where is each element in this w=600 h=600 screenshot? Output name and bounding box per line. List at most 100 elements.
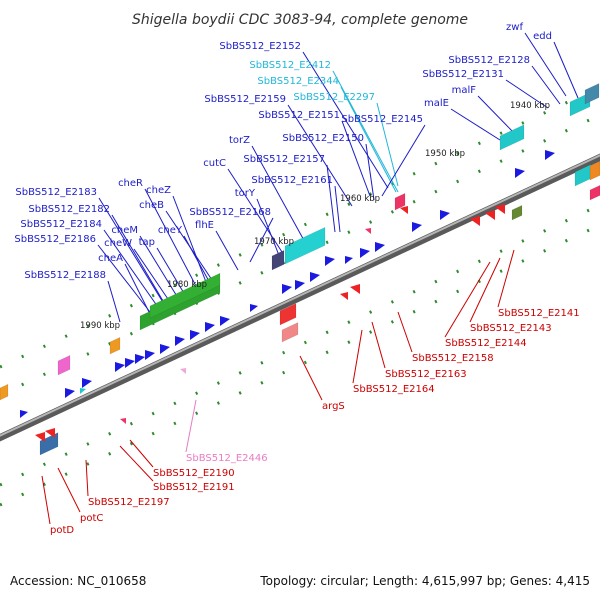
gene-arrow (365, 228, 371, 234)
leader-line (333, 71, 398, 192)
forward-gene-label: torY (235, 188, 256, 199)
gene-labels: eddzwfSbBS512_E2128SbBS512_E2131malFmalE… (14, 22, 579, 536)
forward-gene-label: SbBS512_E2159 (204, 94, 286, 105)
gene-arrow (340, 292, 348, 300)
gene-feature (282, 323, 298, 342)
scale-label: 1960 kbp (340, 194, 380, 204)
gene-feature (585, 83, 599, 104)
scale-label: 1980 kbp (167, 280, 207, 290)
map-title: Shigella boydii CDC 3083-94, complete ge… (132, 12, 468, 28)
gene-arrow (120, 418, 126, 424)
leader-line (186, 400, 196, 452)
leader-line (470, 258, 500, 322)
gene-arrow (80, 388, 86, 394)
gene-feature (500, 125, 524, 150)
leader-line (130, 440, 153, 467)
gene-arrow (82, 378, 92, 388)
leader-line (554, 42, 578, 98)
forward-gene-label: SbBS512_E2161 (251, 175, 333, 186)
leader-line (42, 476, 50, 524)
forward-gene-label: cheR (118, 178, 143, 189)
forward-gene-label: SbBS512_E2151 (258, 110, 340, 121)
gene-arrow (350, 284, 360, 294)
gene-feature (272, 250, 284, 270)
gene-arrow (345, 256, 353, 264)
forward-gene-label: SbBS512_E2150 (282, 133, 364, 144)
genome-map-canvas: Shigella boydii CDC 3083-94, complete ge… (0, 0, 600, 600)
gene-feature (58, 355, 70, 375)
leader-line (58, 468, 80, 512)
gene-arrow (295, 280, 305, 290)
forward-gene-label: SbBS512_E2186 (14, 234, 96, 245)
forward-gene-label: SbBS512_E2128 (448, 55, 530, 66)
scale-label: 1990 kbp (80, 321, 120, 331)
accession-text: Accession: NC_010658 (10, 574, 146, 588)
forward-gene-label: tap (139, 237, 155, 248)
forward-gene-label: cheY (158, 225, 183, 236)
leader-line (120, 446, 153, 481)
gene-arrow (412, 222, 422, 232)
gene-arrow (125, 358, 135, 368)
gene-feature (512, 205, 522, 220)
leader-line (398, 312, 412, 352)
gene-arrow (375, 242, 385, 252)
gene-arrow (282, 284, 292, 294)
reverse-gene-label: SbBS512_E2144 (445, 338, 527, 349)
forward-gene-label: SbBS512_E2344 (257, 76, 339, 87)
leader-line (125, 264, 152, 318)
gene-arrow (325, 256, 335, 266)
topology-summary: Topology: circular; Length: 4,615,997 bp… (259, 574, 590, 588)
gene-arrow (35, 432, 45, 442)
forward-gene-label: SbBS512_E2131 (422, 69, 504, 80)
reverse-gene-label: potC (80, 513, 103, 524)
forward-gene-label: SbBS512_E2188 (24, 270, 106, 281)
scale-label: 1940 kbp (510, 101, 550, 111)
forward-gene-label: SbBS512_E2297 (293, 92, 375, 103)
gene-arrow (135, 354, 145, 364)
gene-arrow (160, 344, 170, 354)
forward-gene-label: SbBS512_E2145 (341, 114, 423, 125)
genome-map: Shigella boydii CDC 3083-94, complete ge… (0, 0, 600, 600)
reverse-gene-label: SbBS512_E2141 (498, 308, 580, 319)
leader-line (382, 125, 425, 196)
gene-arrow (205, 322, 215, 332)
forward-gene-label: SbBS512_E2412 (249, 60, 331, 71)
gene-feature (110, 337, 120, 354)
reverse-gene-label: SbBS512_E2163 (385, 369, 467, 380)
leader-line (372, 322, 385, 368)
forward-gene-label: torZ (229, 135, 250, 146)
gene-arrow (310, 272, 320, 282)
leader-line (216, 231, 238, 270)
forward-gene-label: zwf (506, 22, 523, 33)
leader-line (451, 109, 500, 140)
forward-gene-label: flhE (195, 220, 214, 231)
leader-line (532, 66, 560, 104)
reverse-gene-label: SbBS512_E2446 (186, 453, 268, 464)
reverse-gene-label: SbBS512_E2191 (153, 482, 235, 493)
forward-gene-label: malE (424, 98, 449, 109)
gene-arrow (20, 410, 28, 418)
gene-arrow (190, 330, 200, 340)
forward-gene-label: SbBS512_E2182 (28, 204, 110, 215)
leader-line (525, 33, 566, 96)
gene-arrow (180, 368, 186, 374)
forward-gene-label: SbBS512_E2168 (189, 207, 271, 218)
gene-arrow (115, 362, 125, 372)
reverse-gene-label: SbBS512_E2197 (88, 497, 170, 508)
forward-gene-label: cheA (98, 253, 123, 264)
leader-line (498, 250, 514, 307)
gene-arrow (545, 150, 555, 160)
scale-label: 1970 kbp (254, 237, 294, 247)
leader-line (353, 330, 362, 383)
forward-gene-label: cheM (111, 225, 138, 236)
reverse-gene-label: potD (50, 525, 74, 536)
gene-arrow (65, 388, 75, 398)
forward-gene-label: edd (533, 31, 552, 42)
gene-feature (0, 384, 8, 400)
gene-arrow (360, 248, 370, 258)
scale-label: 1950 kbp (425, 149, 465, 159)
forward-gene-label: SbBS512_E2183 (15, 187, 97, 198)
leader-line (300, 356, 322, 400)
reverse-gene-label: SbBS512_E2143 (470, 323, 552, 334)
gene-arrow (220, 316, 230, 326)
